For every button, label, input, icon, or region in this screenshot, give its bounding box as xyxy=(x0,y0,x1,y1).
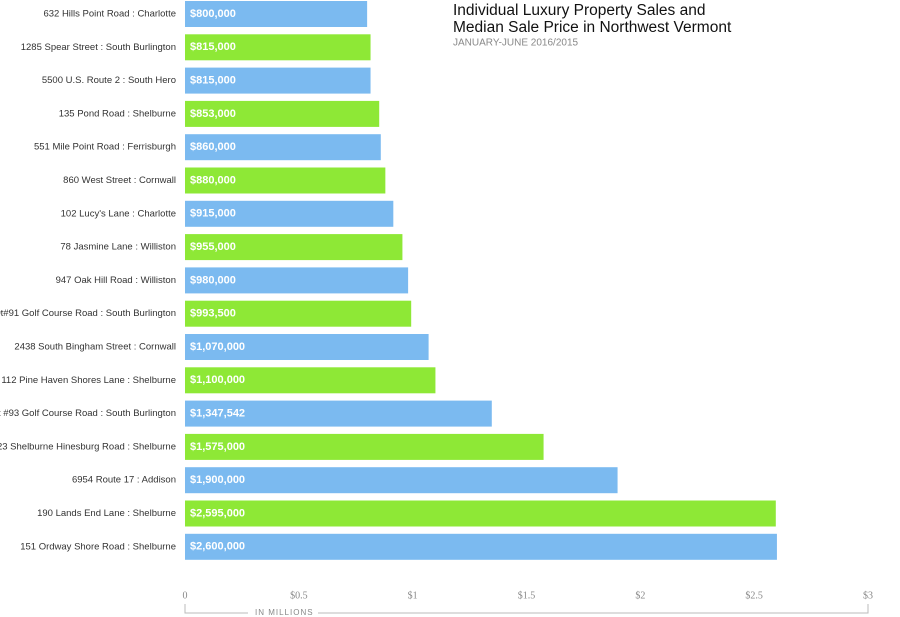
category-label: 102 Lucy's Lane : Charlotte xyxy=(61,208,176,219)
category-label: 1285 Spear Street : South Burlington xyxy=(21,42,176,53)
value-label: $815,000 xyxy=(190,75,236,87)
bar xyxy=(185,134,381,161)
value-label: $980,000 xyxy=(190,274,236,286)
category-label: 2438 South Bingham Street : Cornwall xyxy=(14,342,176,353)
category-label: 78 Jasmine Lane : Williston xyxy=(60,242,176,253)
category-label: 6954 Route 17 : Addison xyxy=(72,475,176,486)
value-label: $2,595,000 xyxy=(190,507,245,519)
bar xyxy=(185,433,544,460)
value-label: $1,070,000 xyxy=(190,341,245,353)
value-label: $1,100,000 xyxy=(190,374,245,386)
label-bg xyxy=(248,607,318,617)
bar xyxy=(185,100,380,127)
value-label: $993,500 xyxy=(190,308,236,320)
category-label: 190 Lands End Lane : Shelburne xyxy=(37,508,176,519)
category-label: 135 Pond Road : Shelburne xyxy=(59,108,176,119)
category-label: 823 Shelburne Hinesburg Road : Shelburne xyxy=(0,441,176,452)
category-label: 860 West Street : Cornwall xyxy=(63,175,176,186)
value-label: $815,000 xyxy=(190,41,236,53)
value-label: $860,000 xyxy=(190,141,236,153)
value-label: $2,600,000 xyxy=(190,541,245,553)
category-label: 151 Ordway Shore Road : Shelburne xyxy=(20,541,176,552)
x-tick-label: $2.5 xyxy=(745,590,763,601)
chart-title: Individual Luxury Property Sales and xyxy=(453,2,705,19)
x-tick-label: $1 xyxy=(408,590,418,601)
category-label: 551 Mile Point Road : Ferrisburgh xyxy=(34,142,176,153)
bar xyxy=(185,300,412,327)
chart-title: Median Sale Price in Northwest Vermont xyxy=(453,19,732,36)
bar xyxy=(185,1,368,27)
bar xyxy=(185,334,429,360)
bar xyxy=(185,367,436,394)
x-axis-label: IN MILLIONS xyxy=(255,608,314,617)
category-label: L0t#91 Golf Course Road : South Burlingt… xyxy=(0,308,176,319)
bar xyxy=(185,500,776,527)
bar xyxy=(185,200,394,227)
value-label: $1,575,000 xyxy=(190,441,245,453)
bar xyxy=(185,67,371,94)
value-label: $880,000 xyxy=(190,174,236,186)
bar xyxy=(185,533,777,560)
bar xyxy=(185,234,403,261)
value-label: $1,347,542 xyxy=(190,408,245,420)
bar xyxy=(185,167,386,194)
value-label: $1,900,000 xyxy=(190,474,245,486)
x-tick-label: $2 xyxy=(635,590,645,601)
category-label: 5500 U.S. Route 2 : South Hero xyxy=(42,75,176,86)
x-tick-label: 0 xyxy=(183,590,188,601)
axis-bracket xyxy=(184,604,869,614)
bar xyxy=(185,267,409,294)
category-label: 947 Oak Hill Road : Williston xyxy=(56,275,176,286)
value-label: $853,000 xyxy=(190,108,236,120)
x-tick-label: $0.5 xyxy=(290,590,308,601)
bar xyxy=(185,34,371,61)
category-label: 632 Hills Point Road : Charlotte xyxy=(43,9,176,20)
x-tick-label: $1.5 xyxy=(518,590,536,601)
category-label: Lot #93 Golf Course Road : South Burling… xyxy=(0,408,176,419)
x-tick-label: $3 xyxy=(863,590,873,601)
bar xyxy=(185,467,618,494)
value-label: $915,000 xyxy=(190,208,236,220)
value-label: $955,000 xyxy=(190,241,236,253)
category-label: 112 Pine Haven Shores Lane : Shelburne xyxy=(1,375,176,386)
value-label: $800,000 xyxy=(190,8,236,20)
chart-subtitle: JANUARY-JUNE 2016/2015 xyxy=(453,38,579,49)
bar xyxy=(185,400,492,427)
